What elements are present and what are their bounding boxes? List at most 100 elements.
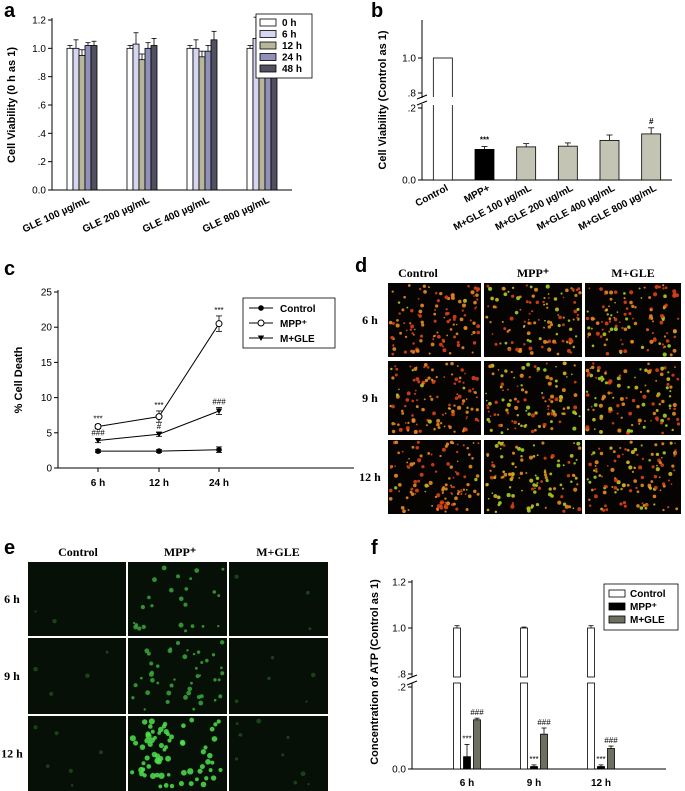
cell-dot bbox=[439, 501, 443, 505]
cell-dot bbox=[217, 625, 220, 628]
cell-dot bbox=[391, 352, 395, 356]
cell-dot bbox=[537, 486, 542, 490]
cell-dot bbox=[623, 300, 627, 305]
cell-dot bbox=[205, 759, 211, 765]
cell-dot bbox=[169, 783, 175, 789]
point bbox=[215, 408, 223, 414]
cell-dot bbox=[654, 284, 659, 290]
cell-dot bbox=[415, 366, 418, 369]
cell-dot bbox=[639, 506, 644, 510]
cell-dot bbox=[636, 404, 640, 409]
point bbox=[94, 422, 102, 430]
cell-dot bbox=[187, 768, 194, 775]
cell-dot bbox=[609, 446, 613, 450]
cell-dot bbox=[590, 327, 593, 330]
cell-dot bbox=[412, 378, 416, 382]
panel-letter-c: c bbox=[4, 258, 16, 280]
cell-dot bbox=[129, 735, 136, 742]
cell-dot bbox=[408, 457, 410, 460]
cell-dot bbox=[413, 333, 415, 336]
cell-dot bbox=[594, 488, 597, 491]
cell-dot bbox=[594, 467, 598, 471]
legend-swatch bbox=[608, 615, 626, 624]
cell-dot bbox=[659, 313, 665, 319]
cell-dot bbox=[390, 367, 393, 371]
cell-dot bbox=[562, 316, 565, 319]
cell-dot bbox=[415, 405, 419, 409]
cell-dot bbox=[449, 328, 453, 331]
cell-dot bbox=[511, 294, 515, 298]
cell-dot bbox=[667, 371, 670, 374]
cell-dot bbox=[168, 734, 174, 740]
cell-dot bbox=[221, 567, 225, 571]
cell-dot bbox=[394, 440, 399, 445]
cell-dot bbox=[391, 322, 395, 325]
cell-dot bbox=[454, 396, 459, 400]
cell-dot bbox=[472, 321, 476, 325]
cell-dot bbox=[487, 305, 490, 308]
cell-dot bbox=[470, 290, 475, 295]
cell-dot bbox=[133, 740, 139, 746]
cell-dot bbox=[211, 736, 218, 742]
cell-dot bbox=[546, 412, 551, 416]
cell-dot bbox=[653, 474, 658, 479]
cell-dot bbox=[286, 735, 290, 739]
cell-dot bbox=[557, 314, 560, 316]
cell-dot bbox=[395, 367, 399, 371]
cell-dot bbox=[588, 462, 592, 467]
cell-dot bbox=[630, 423, 634, 427]
cell-dot bbox=[413, 328, 416, 331]
cell-dot bbox=[573, 487, 578, 492]
legend-swatch bbox=[259, 53, 277, 61]
cell-dot bbox=[667, 344, 671, 348]
cell-dot bbox=[427, 376, 431, 380]
cell-dot bbox=[619, 502, 623, 506]
cell-dot bbox=[634, 306, 637, 309]
cell-dot bbox=[430, 368, 434, 372]
cell-dot bbox=[634, 376, 636, 379]
micrograph-tile bbox=[128, 562, 227, 636]
row-label: 12 h bbox=[359, 470, 381, 484]
cell-dot bbox=[397, 451, 400, 455]
cell-dot bbox=[192, 707, 196, 711]
cell-dot bbox=[444, 311, 449, 316]
cell-dot bbox=[184, 587, 189, 591]
cell-dot bbox=[518, 349, 523, 353]
cell-dot bbox=[184, 629, 188, 633]
cell-dot bbox=[625, 317, 629, 321]
cell-dot bbox=[453, 382, 457, 385]
cell-dot bbox=[619, 321, 621, 324]
cell-dot bbox=[447, 407, 450, 410]
cell-dot bbox=[134, 623, 139, 627]
cell-dot bbox=[34, 610, 37, 613]
cell-dot bbox=[631, 470, 635, 473]
cell-dot bbox=[46, 764, 50, 768]
cell-dot bbox=[488, 401, 492, 406]
cell-dot bbox=[436, 395, 439, 399]
cell-dot bbox=[628, 312, 632, 316]
significance-label: ### bbox=[604, 736, 618, 745]
cell-dot bbox=[466, 406, 469, 409]
cell-dot bbox=[573, 300, 577, 304]
cell-dot bbox=[146, 764, 152, 769]
cell-dot bbox=[418, 314, 422, 318]
cell-dot bbox=[234, 757, 239, 761]
cell-dot bbox=[528, 312, 531, 315]
cell-dot bbox=[619, 396, 624, 401]
point bbox=[215, 320, 223, 328]
cell-dot bbox=[433, 312, 437, 316]
cell-dot bbox=[410, 309, 414, 313]
cell-dot bbox=[409, 365, 412, 368]
cell-dot bbox=[506, 410, 509, 413]
cell-dot bbox=[460, 490, 463, 493]
cell-dot bbox=[636, 453, 639, 457]
cell-dot bbox=[645, 328, 649, 331]
cell-dot bbox=[545, 375, 550, 380]
cell-dot bbox=[456, 443, 459, 446]
cell-dot bbox=[491, 492, 494, 494]
cell-dot bbox=[542, 425, 546, 429]
cell-dot bbox=[620, 339, 622, 341]
cell-dot bbox=[395, 323, 400, 328]
